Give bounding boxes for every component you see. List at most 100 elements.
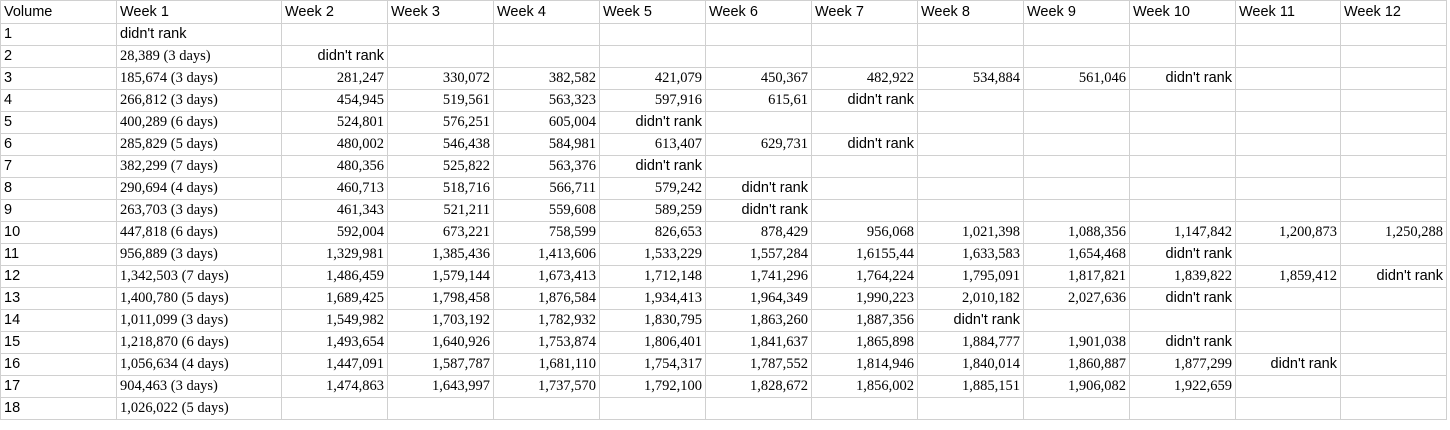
week-cell[interactable]: 1,250,288 <box>1340 221 1447 244</box>
week-cell[interactable]: 285,829 (5 days) <box>116 133 282 156</box>
week-cell[interactable] <box>1129 23 1236 46</box>
week-cell[interactable]: 28,389 (3 days) <box>116 45 282 68</box>
week-cell[interactable]: 1,806,401 <box>599 331 706 354</box>
volume-cell[interactable]: 11 <box>0 243 117 266</box>
week-cell[interactable]: didn't rank <box>811 133 918 156</box>
week-cell[interactable] <box>1340 133 1447 156</box>
week-cell[interactable] <box>705 111 812 134</box>
week-cell[interactable] <box>1023 155 1130 178</box>
week-cell[interactable]: 1,486,459 <box>281 265 388 288</box>
week-cell[interactable]: 1,218,870 (6 days) <box>116 331 282 354</box>
week-cell[interactable]: didn't rank <box>1129 243 1236 266</box>
week-cell[interactable]: 1,643,997 <box>387 375 494 398</box>
week-cell[interactable] <box>1023 133 1130 156</box>
week-cell[interactable]: 525,822 <box>387 155 494 178</box>
week-cell[interactable]: 826,653 <box>599 221 706 244</box>
week-cell[interactable]: didn't rank <box>1340 265 1447 288</box>
week-cell[interactable] <box>1235 375 1341 398</box>
week-cell[interactable]: didn't rank <box>1129 67 1236 90</box>
week-cell[interactable]: 904,463 (3 days) <box>116 375 282 398</box>
week-cell[interactable]: 1,533,229 <box>599 243 706 266</box>
week-cell[interactable]: 615,61 <box>705 89 812 112</box>
week-cell[interactable] <box>493 23 600 46</box>
week-cell[interactable]: 281,247 <box>281 67 388 90</box>
week-cell[interactable] <box>811 397 918 420</box>
week-cell[interactable]: 454,945 <box>281 89 388 112</box>
week-cell[interactable] <box>1023 45 1130 68</box>
week-cell[interactable]: 1,557,284 <box>705 243 812 266</box>
volume-cell[interactable]: 18 <box>0 397 117 420</box>
week-cell[interactable] <box>1235 67 1341 90</box>
week-cell[interactable]: 263,703 (3 days) <box>116 199 282 222</box>
volume-cell[interactable]: 8 <box>0 177 117 200</box>
week-cell[interactable] <box>917 23 1024 46</box>
week-cell[interactable]: 559,608 <box>493 199 600 222</box>
week-cell[interactable]: 1,703,192 <box>387 309 494 332</box>
week-cell[interactable] <box>1235 243 1341 266</box>
week-cell[interactable] <box>1340 155 1447 178</box>
week-cell[interactable]: 576,251 <box>387 111 494 134</box>
week-cell[interactable]: 450,367 <box>705 67 812 90</box>
week-cell[interactable] <box>1129 111 1236 134</box>
week-cell[interactable] <box>1340 23 1447 46</box>
week-cell[interactable]: 1,814,946 <box>811 353 918 376</box>
week-cell[interactable]: 1,859,412 <box>1235 265 1341 288</box>
week-cell[interactable]: 597,916 <box>599 89 706 112</box>
week-cell[interactable] <box>917 89 1024 112</box>
week-cell[interactable]: 1,964,349 <box>705 287 812 310</box>
week-cell[interactable] <box>1235 89 1341 112</box>
week-cell[interactable]: 382,299 (7 days) <box>116 155 282 178</box>
week-cell[interactable]: 1,011,099 (3 days) <box>116 309 282 332</box>
week-cell[interactable]: 185,674 (3 days) <box>116 67 282 90</box>
week-cell[interactable]: 1,798,458 <box>387 287 494 310</box>
column-header-cell[interactable]: Week 10 <box>1129 0 1236 24</box>
week-cell[interactable]: 673,221 <box>387 221 494 244</box>
week-cell[interactable]: 546,438 <box>387 133 494 156</box>
week-cell[interactable] <box>387 45 494 68</box>
week-cell[interactable]: 1,863,260 <box>705 309 812 332</box>
week-cell[interactable]: 1,741,296 <box>705 265 812 288</box>
week-cell[interactable]: 1,906,082 <box>1023 375 1130 398</box>
week-cell[interactable] <box>917 155 1024 178</box>
week-cell[interactable] <box>1235 309 1341 332</box>
week-cell[interactable]: 592,004 <box>281 221 388 244</box>
week-cell[interactable] <box>811 199 918 222</box>
week-cell[interactable] <box>1023 199 1130 222</box>
week-cell[interactable] <box>281 397 388 420</box>
week-cell[interactable]: didn't rank <box>1129 331 1236 354</box>
week-cell[interactable] <box>917 45 1024 68</box>
week-cell[interactable]: 1,841,637 <box>705 331 812 354</box>
volume-cell[interactable]: 10 <box>0 221 117 244</box>
week-cell[interactable] <box>705 155 812 178</box>
week-cell[interactable] <box>1023 111 1130 134</box>
week-cell[interactable] <box>1129 177 1236 200</box>
week-cell[interactable]: 1,922,659 <box>1129 375 1236 398</box>
week-cell[interactable] <box>1235 287 1341 310</box>
week-cell[interactable] <box>1129 89 1236 112</box>
week-cell[interactable] <box>811 111 918 134</box>
week-cell[interactable] <box>917 133 1024 156</box>
week-cell[interactable]: 461,343 <box>281 199 388 222</box>
week-cell[interactable]: 1,782,932 <box>493 309 600 332</box>
week-cell[interactable]: 1,689,425 <box>281 287 388 310</box>
volume-cell[interactable]: 9 <box>0 199 117 222</box>
week-cell[interactable]: 1,828,672 <box>705 375 812 398</box>
week-cell[interactable]: 1,877,299 <box>1129 353 1236 376</box>
week-cell[interactable] <box>917 177 1024 200</box>
week-cell[interactable] <box>1235 155 1341 178</box>
week-cell[interactable]: 758,599 <box>493 221 600 244</box>
week-cell[interactable]: 561,046 <box>1023 67 1130 90</box>
week-cell[interactable] <box>1340 199 1447 222</box>
column-header-cell[interactable]: Week 3 <box>387 0 494 24</box>
week-cell[interactable]: 330,072 <box>387 67 494 90</box>
volume-cell[interactable]: 3 <box>0 67 117 90</box>
week-cell[interactable] <box>1340 243 1447 266</box>
column-header-cell[interactable]: Week 9 <box>1023 0 1130 24</box>
week-cell[interactable]: 1,026,022 (5 days) <box>116 397 282 420</box>
week-cell[interactable]: 1,447,091 <box>281 353 388 376</box>
week-cell[interactable]: 534,884 <box>917 67 1024 90</box>
week-cell[interactable]: 1,200,873 <box>1235 221 1341 244</box>
column-header-cell[interactable]: Week 5 <box>599 0 706 24</box>
week-cell[interactable] <box>1235 199 1341 222</box>
volume-cell[interactable]: 12 <box>0 265 117 288</box>
